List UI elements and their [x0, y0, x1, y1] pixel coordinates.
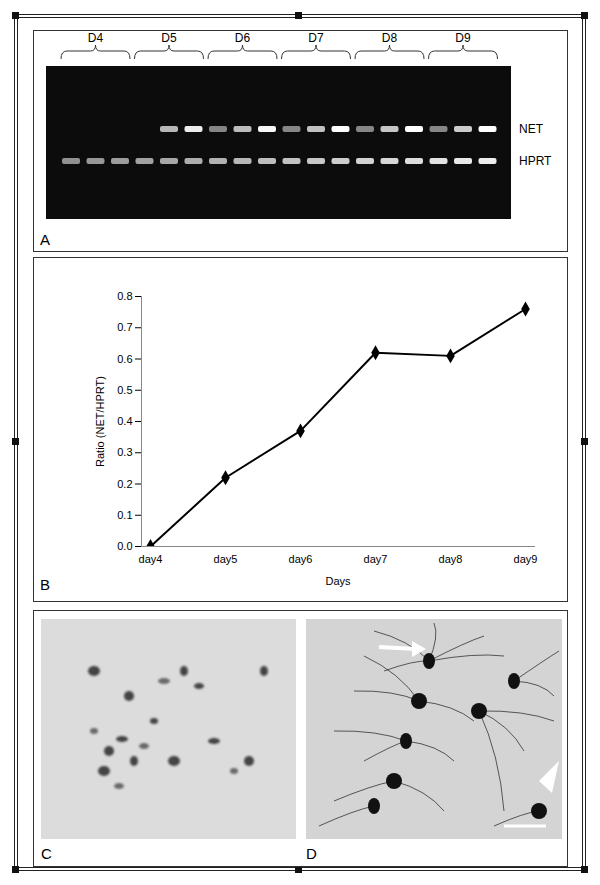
svg-text:0.7: 0.7 [117, 321, 132, 333]
svg-text:D4: D4 [88, 31, 104, 45]
svg-text:day5: day5 [214, 553, 238, 565]
svg-text:0.8: 0.8 [117, 290, 132, 302]
svg-text:HPRT: HPRT [519, 154, 552, 168]
svg-text:D: D [306, 845, 317, 862]
svg-text:A: A [40, 231, 50, 248]
svg-text:0.4: 0.4 [117, 415, 132, 427]
svg-text:day4: day4 [139, 553, 163, 565]
svg-text:D7: D7 [308, 31, 324, 45]
html-text:B: B [40, 576, 50, 593]
svg-text:D9: D9 [455, 31, 471, 45]
svg-text:day8: day8 [439, 553, 463, 565]
svg-text:day7: day7 [364, 553, 388, 565]
svg-text:NET: NET [519, 122, 544, 136]
svg-text:Days: Days [325, 575, 351, 587]
svg-text:0.3: 0.3 [117, 446, 132, 458]
svg-text:D6: D6 [235, 31, 251, 45]
svg-text:0.2: 0.2 [117, 478, 132, 490]
svg-text:0.0: 0.0 [117, 540, 132, 552]
svg-text:0.5: 0.5 [117, 384, 132, 396]
svg-text:D5: D5 [161, 31, 177, 45]
svg-text:0.1: 0.1 [117, 509, 132, 521]
svg-text:0.6: 0.6 [117, 353, 132, 365]
svg-text:day6: day6 [289, 553, 313, 565]
svg-text:day9: day9 [514, 553, 538, 565]
svg-text:C: C [41, 845, 52, 862]
svg-text:D8: D8 [382, 31, 398, 45]
svg-text:Ratio (NET/HPRT): Ratio (NET/HPRT) [94, 376, 106, 467]
